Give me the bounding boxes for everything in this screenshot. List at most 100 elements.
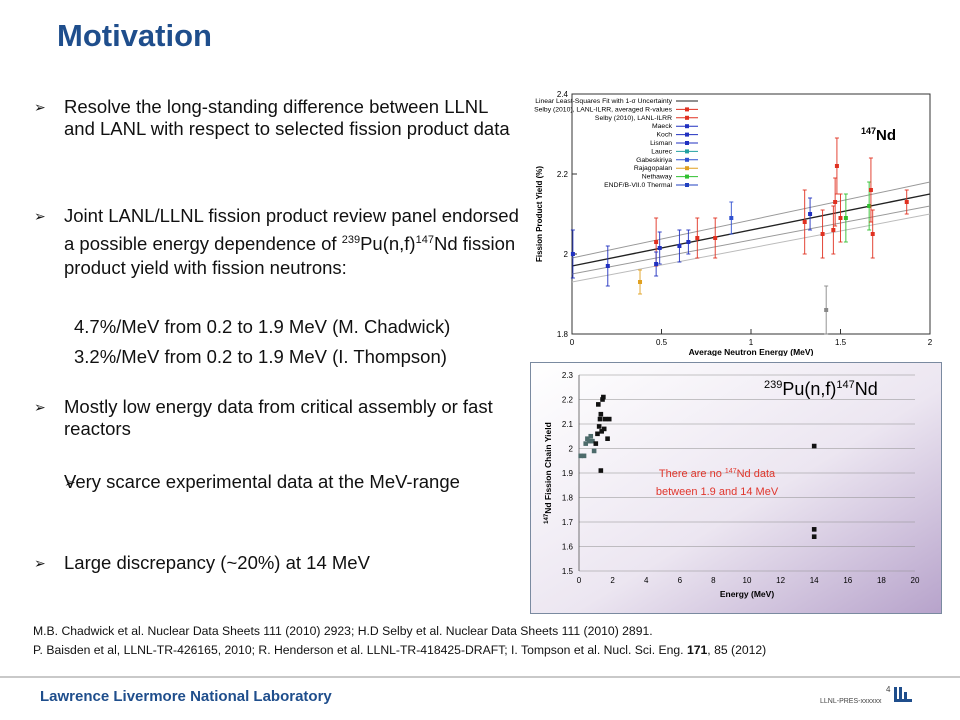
bullet-4: ➢ Very scarce experimental data at the M… xyxy=(34,471,474,493)
x-tick-label: 18 xyxy=(877,576,886,585)
legend-label: Selby (2010), LANL-ILRR, averaged R-valu… xyxy=(534,106,672,113)
arrow-bullet-icon: ➢ xyxy=(34,399,46,415)
data-point xyxy=(729,216,734,220)
data-point xyxy=(596,424,602,429)
legend-label: Nethaway xyxy=(642,174,673,181)
y-tick-label: 2.2 xyxy=(557,170,569,179)
y-tick-label: 2 xyxy=(564,250,569,259)
x-tick-label: 0.5 xyxy=(656,338,668,347)
legend-marker xyxy=(685,107,689,112)
data-point xyxy=(677,244,682,248)
data-point xyxy=(695,236,700,240)
page-title: Motivation xyxy=(57,18,212,53)
fit-line xyxy=(571,205,931,275)
x-tick-label: 1.5 xyxy=(835,338,847,347)
arrow-bullet-icon: ➢ xyxy=(34,555,46,571)
data-point xyxy=(868,188,873,192)
x-tick-label: 4 xyxy=(644,576,649,585)
bullet-1-text: Resolve the long-standing difference bet… xyxy=(64,96,510,139)
data-point xyxy=(583,441,589,446)
x-tick-label: 0 xyxy=(577,576,582,585)
legend-label: Selby (2010), LANL-ILRR xyxy=(595,115,672,122)
reference-line-1: M.B. Chadwick et al. Nuclear Data Sheets… xyxy=(33,624,653,638)
bullet-2: ➢ Joint LANL/LLNL fission product review… xyxy=(34,204,524,280)
data-point xyxy=(599,429,604,434)
y-axis-label: 147Nd Fission Chain Yield xyxy=(543,422,553,524)
data-point xyxy=(904,200,909,204)
data-point xyxy=(605,436,610,441)
data-point xyxy=(654,240,659,244)
data-point xyxy=(586,438,592,444)
fit-line xyxy=(571,213,931,283)
legend-marker xyxy=(685,149,689,154)
data-point xyxy=(713,236,718,240)
footer-divider xyxy=(0,676,960,678)
data-point xyxy=(834,164,839,168)
x-axis-label: Energy (MeV) xyxy=(720,589,774,599)
bullet-4-text: Very scarce experimental data at the MeV… xyxy=(64,471,460,492)
data-point xyxy=(578,453,583,459)
y-tick-label: 1.5 xyxy=(562,567,574,576)
data-point xyxy=(657,246,662,250)
data-point xyxy=(808,212,813,216)
y-tick-label: 1.8 xyxy=(562,494,574,503)
x-tick-label: 6 xyxy=(678,576,683,585)
bullet-1: ➢ Resolve the long-standing difference b… xyxy=(34,96,514,140)
x-tick-label: 20 xyxy=(911,576,920,585)
x-tick-label: 1 xyxy=(749,338,754,347)
reference-line-2: P. Baisden et al, LLNL-TR-426165, 2010; … xyxy=(33,643,767,657)
data-point xyxy=(588,433,594,439)
y-tick-label: 2.4 xyxy=(557,90,569,99)
y-tick-label: 2.3 xyxy=(562,371,574,380)
arrow-bullet-icon: ➢ xyxy=(34,99,46,115)
data-point xyxy=(870,232,875,236)
data-point xyxy=(654,262,659,266)
references: M.B. Chadwick et al. Nuclear Data Sheets… xyxy=(33,622,766,660)
legend-marker xyxy=(685,157,689,162)
x-axis-label: Average Neutron Energy (MeV) xyxy=(689,347,814,356)
data-point xyxy=(598,468,604,473)
chain-yield-chart: 1.5 1.6 1.7 1.8 1.9 2 2.1 2.2 2.3 0 2 4 6 8 10 12 14 16 18… xyxy=(530,362,942,614)
data-point xyxy=(590,438,595,444)
legend-label: Gabeskiriya xyxy=(636,157,672,164)
footer-doc-code: LLNL-PRES-xxxxxx xyxy=(820,698,882,705)
energy-slope-item-1: 4.7%/MeV from 0.2 to 1.9 MeV (M. Chadwic… xyxy=(74,316,451,337)
data-point xyxy=(802,220,807,224)
arrow-bullet-icon: ➢ xyxy=(64,474,76,490)
data-point xyxy=(606,416,612,422)
footer-lab-name: Lawrence Livermore National Laboratory xyxy=(40,688,332,705)
arrow-bullet-icon: ➢ xyxy=(34,208,46,224)
data-point xyxy=(605,264,610,268)
data-point xyxy=(867,204,872,208)
fit-line xyxy=(571,181,931,259)
energy-slope-item-2: 3.2%/MeV from 0.2 to 1.9 MeV (I. Thompso… xyxy=(74,346,447,367)
data-point xyxy=(831,228,836,232)
data-point xyxy=(833,200,838,204)
y-axis-label: Fission Product Yield (%) xyxy=(535,166,544,262)
y-tick-label: 2.1 xyxy=(562,420,574,429)
page-number: 4 xyxy=(886,685,891,694)
data-point xyxy=(602,416,608,422)
data-point xyxy=(838,216,843,220)
fission-yield-chart: 1.8 2 2.2 2.4 0 0.5 1 1.5 2 Average Neutron Energ… xyxy=(528,84,940,356)
data-point xyxy=(593,441,599,446)
x-tick-label: 14 xyxy=(810,576,819,585)
data-point xyxy=(570,252,575,256)
x-tick-label: 12 xyxy=(776,576,785,585)
legend-marker xyxy=(685,115,689,120)
data-point xyxy=(591,448,597,454)
data-point xyxy=(843,216,848,220)
x-tick-label: 10 xyxy=(743,576,752,585)
legend-marker xyxy=(685,141,689,145)
legend-label: Maeck xyxy=(652,123,673,130)
data-point xyxy=(601,394,606,400)
legend-marker xyxy=(685,124,689,129)
data-point xyxy=(597,416,603,422)
x-tick-label: 8 xyxy=(711,576,716,585)
legend-marker xyxy=(685,183,689,187)
data-point xyxy=(585,436,590,441)
data-point xyxy=(581,453,587,459)
legend-label: Koch xyxy=(657,132,673,139)
legend-label: Laurec xyxy=(651,148,672,155)
data-point xyxy=(595,431,600,437)
